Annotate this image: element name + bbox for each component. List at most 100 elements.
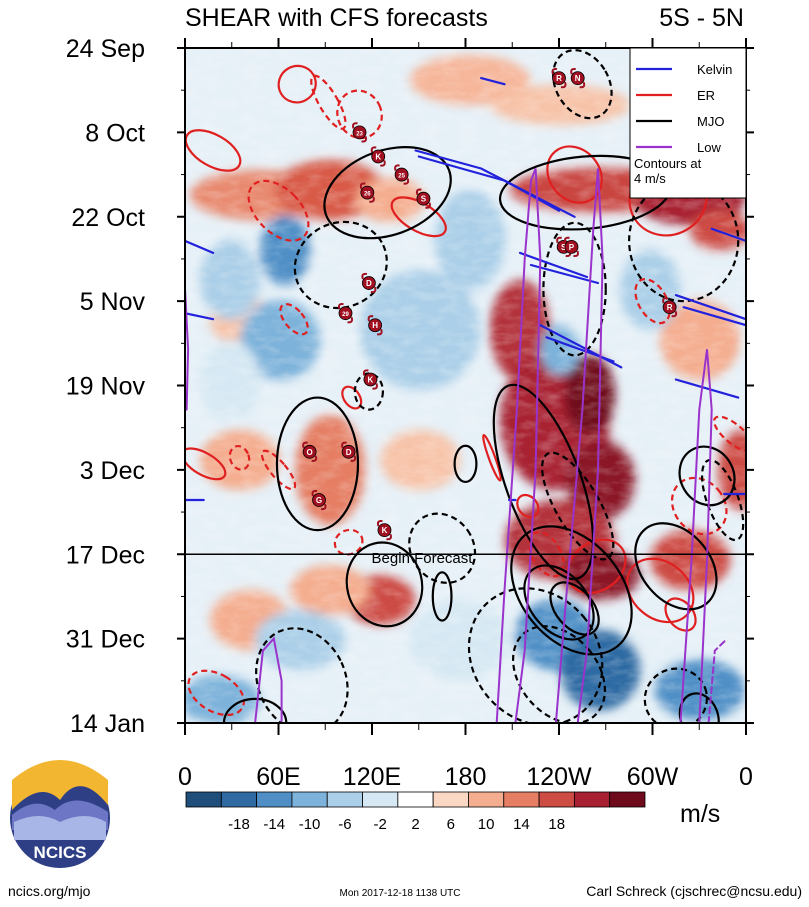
contour-layer (185, 49, 746, 723)
contour-ellipse (713, 415, 746, 452)
contour-ellipse (275, 396, 360, 532)
storm-marker-label: R (667, 303, 673, 312)
storm-marker: K (370, 146, 386, 167)
colorbar-tick-label: 18 (548, 816, 565, 833)
contour-line (254, 636, 283, 723)
y-tick-label: 5 Nov (80, 288, 146, 316)
storm-marker-label: D (366, 279, 372, 288)
logo-text: NCICS (34, 843, 87, 862)
storm-marker: 29 (338, 303, 354, 324)
storm-marker-label: N (575, 74, 581, 83)
colorbar-tick-label: 14 (513, 816, 530, 833)
footer-timestamp: Mon 2017-12-18 1138 UTC (340, 888, 461, 899)
contour-ellipse (528, 531, 565, 578)
contour-line (480, 77, 506, 86)
contour-ellipse (664, 597, 697, 632)
storm-marker: P (563, 236, 579, 258)
legend-label: ER (697, 88, 715, 103)
y-tick-label: 14 Jan (70, 710, 145, 738)
y-tick-label: 3 Dec (80, 457, 145, 485)
colorbar-swatch (573, 791, 611, 808)
storm-marker: 25 (394, 164, 410, 185)
colorbar-swatch (503, 791, 540, 808)
contour-line (529, 263, 600, 285)
contour-line (495, 168, 542, 723)
contour-ellipse (512, 625, 606, 723)
storm-marker-label: R (556, 74, 562, 83)
colorbar-swatch (291, 791, 328, 808)
contour-ellipse (279, 303, 309, 336)
contour-ellipse (228, 444, 251, 471)
colorbar-swatch (432, 791, 469, 808)
contour-ellipse (670, 476, 728, 536)
storm-marker-label: S (561, 243, 567, 252)
colorbar-unit: m/s (680, 800, 720, 828)
storm-marker: H (367, 315, 383, 336)
contour-line (417, 155, 561, 212)
forecast-label: Begin Forecast (372, 550, 474, 567)
colorbar-tick-label: -18 (228, 816, 250, 833)
storm-marker: 23 (352, 122, 368, 143)
y-tick-label: 17 Dec (66, 541, 145, 569)
contour-ellipse (185, 129, 242, 172)
footer-credit: Carl Schreck (cjschrec@ncsu.edu) (586, 883, 802, 899)
contour-ellipse (341, 385, 363, 410)
legend-label: MJO (697, 114, 724, 129)
x-tick-label: 0 (739, 763, 753, 791)
x-tick-label: 60E (256, 763, 300, 791)
contour-ellipse (187, 669, 245, 717)
colorbar-swatch (397, 791, 434, 808)
contour-ellipse (634, 278, 671, 325)
storm-marker: O (302, 441, 318, 462)
storm-marker-label: P (569, 243, 575, 252)
contour-line (674, 294, 746, 321)
contour-ellipse (431, 571, 453, 622)
x-tick-label: 0 (178, 763, 192, 791)
x-tick-label: 180 (445, 763, 487, 791)
contour-ellipse (678, 692, 720, 723)
y-tick-label: 22 Oct (71, 204, 145, 232)
storm-marker-label: 23 (356, 131, 363, 137)
colorbar-tick-label: -14 (263, 816, 285, 833)
contour-ellipse (643, 667, 709, 723)
chart-title: SHEAR with CFS forecasts (185, 4, 488, 32)
contour-line (185, 312, 215, 321)
contour-ellipse (185, 447, 227, 481)
contour-ellipse (345, 541, 424, 628)
colorbar-swatch (326, 791, 363, 808)
storm-marker-label: 26 (364, 192, 371, 198)
storm-marker-label: O (307, 448, 313, 457)
y-tick-label: 8 Oct (85, 119, 145, 147)
contour-ellipse (634, 522, 718, 611)
contour-line (707, 637, 729, 723)
colorbar-tick-label: -10 (299, 816, 321, 833)
colorbar-tick-label: 2 (411, 816, 419, 833)
x-tick-label: 120E (343, 763, 401, 791)
colorbar-tick-label: -6 (338, 816, 351, 833)
storm-marker: D (361, 272, 377, 294)
contour-ellipse (260, 449, 297, 491)
storm-marker-label: 29 (342, 312, 349, 318)
contour-line (545, 336, 615, 363)
contour-ellipse (482, 434, 502, 482)
storm-marker: K (376, 520, 392, 541)
contour-ellipse (408, 512, 477, 584)
x-tick-label: 60W (627, 763, 679, 791)
y-tick-label: 31 Dec (66, 626, 145, 654)
storm-marker: G (311, 489, 327, 511)
colorbar-swatch (609, 791, 646, 808)
storm-marker: K (362, 369, 378, 390)
contour-line (518, 251, 589, 279)
storm-marker: R (551, 67, 567, 89)
colorbar-tick-label: -2 (374, 816, 387, 833)
colorbar-tick-label: 10 (478, 816, 495, 833)
storm-marker-label: D (346, 448, 352, 457)
contour-ellipse (293, 220, 388, 310)
contour-ellipse (678, 445, 736, 507)
storm-marker-label: K (382, 526, 388, 535)
contour-line (674, 378, 740, 399)
contour-ellipse (453, 444, 478, 484)
colorbar-swatch (256, 791, 293, 808)
colorbar-swatch (185, 791, 222, 808)
contour-ellipse (552, 49, 613, 120)
